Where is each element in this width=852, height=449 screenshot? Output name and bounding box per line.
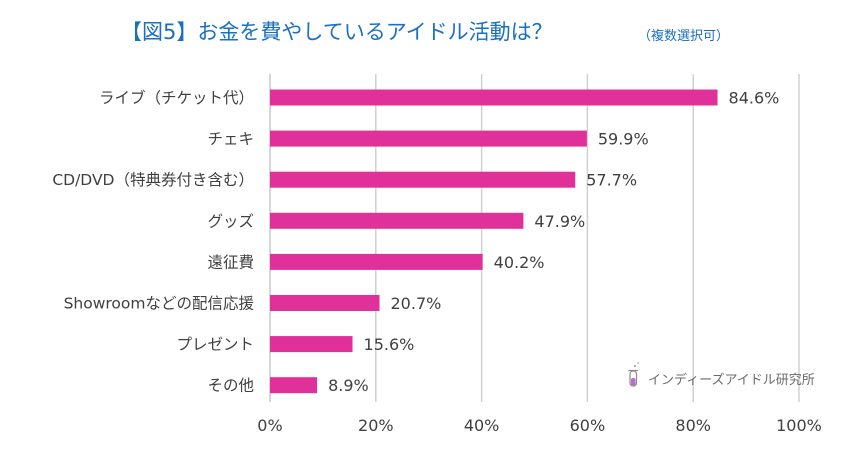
bar [270,212,524,229]
bar [270,253,483,270]
chart-title-note: （複数選択可） [638,28,729,44]
x-tick-label: 20% [358,416,394,435]
category-label: Showroomなどの配信応援 [64,295,255,313]
x-tick-labels: 0% 20% 40% 60% 80% 100% [257,416,822,435]
x-tick-label: 100% [776,416,822,435]
x-tick-label: 40% [464,416,500,435]
category-label: その他 [207,377,254,395]
test-tube-icon [628,362,639,387]
watermark-text: インディーズアイドル研究所 [648,372,815,388]
data-label: 47.9% [534,212,585,231]
gridlines [269,74,800,402]
category-label: グッズ [207,212,254,230]
bar [270,89,718,106]
category-label: 遠征費 [207,253,254,271]
bar [270,336,353,353]
watermark: インディーズアイドル研究所 [628,362,815,388]
category-label: ライブ（チケット代） [99,88,254,107]
data-label: 40.2% [494,253,545,272]
bar [270,295,380,311]
data-label: 15.6% [364,335,415,354]
bars [270,89,718,394]
x-tick-label: 0% [257,416,282,435]
category-label: プレゼント [176,336,254,354]
category-label: チェキ [207,130,254,148]
chart-title: 【図5】お金を費やしているアイドル活動は？ [121,20,553,44]
data-label: 84.6% [729,89,780,108]
data-label: 20.7% [391,294,442,313]
x-tick-label: 80% [675,416,711,435]
x-tick-label: 60% [570,416,606,435]
bar [270,377,318,394]
category-label: CD/DVD（特典券付き含む） [52,171,254,189]
bar [270,171,576,188]
data-label: 57.7% [586,171,637,190]
value-labels: 84.6% 59.9% 57.7% 47.9% 40.2% 20.7% 15.6% 8.9% [328,89,779,396]
data-label: 59.9% [598,130,649,149]
bar [270,130,587,147]
data-label: 8.9% [328,376,369,395]
